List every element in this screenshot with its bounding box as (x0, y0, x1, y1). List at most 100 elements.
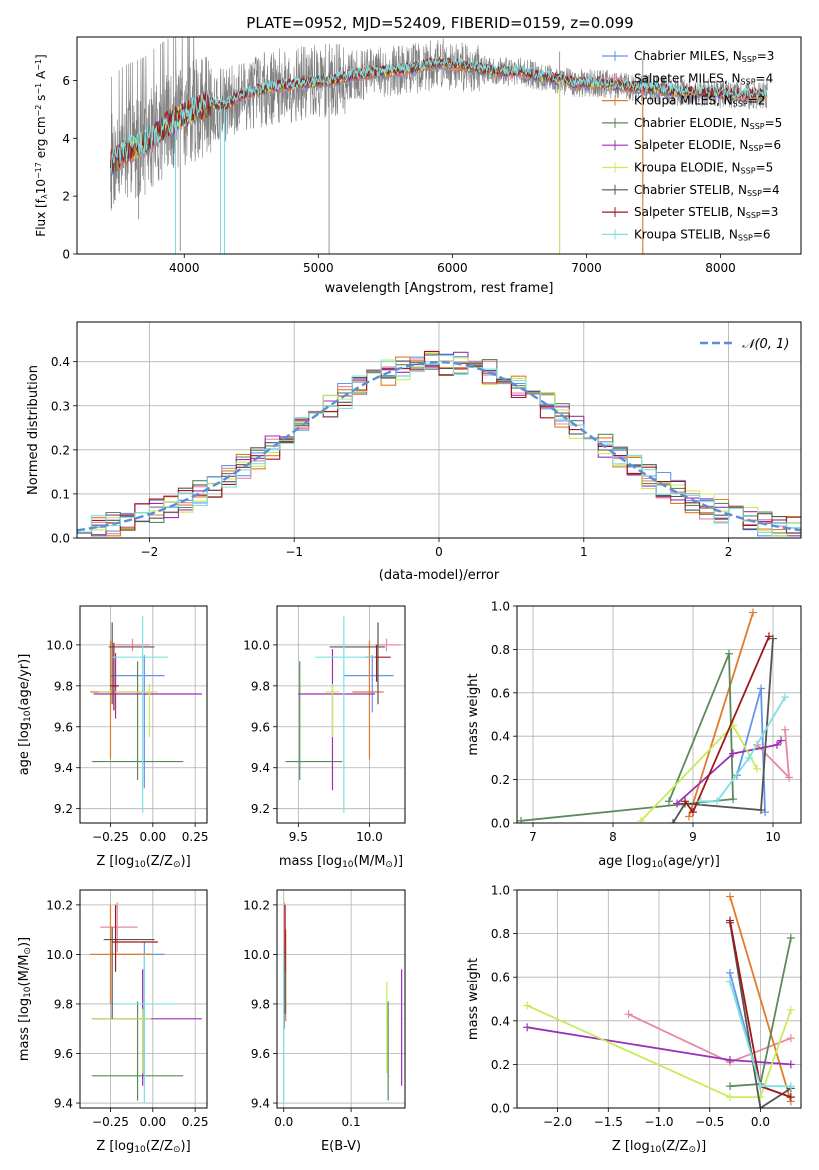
x-tick-label: 0.0 (751, 1115, 770, 1129)
x-tick-label: 7 (529, 830, 537, 844)
x-tick-label: −1 (285, 545, 303, 559)
y-tick-label: 9.2 (251, 802, 270, 816)
x-axis-label: E(B-V) (321, 1139, 361, 1154)
legend-label: Salpeter MILES, NSSP=4 (634, 71, 773, 86)
x-axis-label: mass [log10(M/M⊙)] (279, 854, 403, 870)
plot-area (90, 616, 202, 813)
axes-mass-vs-Z: −0.25 0.00 0.25 9.4 9.6 9.8 10.0 10.2 Z [log10(Z… (17, 889, 209, 1155)
weight-line (701, 696, 786, 803)
y-tick-label: 10.0 (46, 948, 73, 962)
weight-line (526, 1004, 792, 1098)
y-tick-label: 10.2 (243, 898, 270, 912)
x-tick-label: 8 (609, 830, 617, 844)
weight-line (729, 896, 792, 1102)
weight-line (688, 612, 754, 817)
y-tick-label: 9.8 (251, 679, 270, 693)
y-tick-label: 1.0 (491, 600, 510, 614)
axes-frame (276, 605, 406, 824)
x-tick-label: 10 (765, 830, 780, 844)
axes-age-vs-Z: −0.25 0.00 0.25 9.2 9.4 9.6 9.8 10.0 Z [log10(Z/… (17, 605, 209, 870)
y-tick-label: 0.4 (51, 355, 70, 369)
x-tick-label: 10.0 (356, 830, 383, 844)
y-tick-label: 0.4 (491, 730, 510, 744)
y-tick-label: 9.8 (54, 997, 73, 1011)
plot-area (77, 350, 801, 537)
axes-mass-vs-EBV: 0.0 0.1 9.4 9.6 9.8 10.0 10.2 E(B-V) (243, 889, 406, 1154)
plot-area (517, 608, 793, 823)
y-tick-label: 0.8 (491, 927, 510, 941)
x-tick-label: 2 (725, 545, 733, 559)
x-tick-label: −1.0 (644, 1115, 673, 1129)
y-axis-label: Normed distribution (26, 365, 41, 495)
y-tick-label: 10.0 (46, 638, 73, 652)
legend-label: Chabrier STELIB, NSSP=4 (634, 183, 780, 198)
axes-spectrum: 4000 5000 6000 7000 8000 0 2 4 6 wavelength [Angs… (34, 36, 802, 296)
y-tick-label: 1.0 (491, 884, 510, 898)
y-axis-label: mass [log10(M/M⊙)] (17, 937, 33, 1061)
y-axis-label: mass weight (466, 673, 481, 755)
x-axis-label: wavelength [Angstrom, rest frame] (325, 281, 554, 296)
x-tick-label: 1 (580, 545, 588, 559)
legend-label: Chabrier ELODIE, NSSP=5 (634, 116, 782, 131)
axes-residuals: −2 −1 0 1 2 0.0 0.1 0.2 0.3 0.4 (data-model)/error… (26, 321, 802, 583)
plot-area (283, 902, 403, 1104)
legend-label: Chabrier MILES, NSSP=3 (634, 49, 774, 64)
axes-frame (79, 605, 208, 824)
weight-line (672, 638, 774, 823)
spectrum-legend: Chabrier MILES, NSSP=3 Salpeter MILES, NS… (602, 49, 782, 242)
y-tick-label: 0.2 (51, 443, 70, 457)
y-tick-label: 0.4 (491, 1014, 510, 1028)
legend-label: 𝒩(0, 1) (742, 337, 789, 352)
x-tick-label: 5000 (303, 261, 334, 275)
x-tick-label: 0.0 (274, 1115, 293, 1129)
legend-label: Salpeter STELIB, NSSP=3 (634, 205, 778, 220)
axes-frame (79, 889, 208, 1109)
plots-group: 4000 5000 6000 7000 8000 0 2 4 6 wavelength [Angs… (17, 36, 802, 1155)
axes-frame (516, 605, 802, 824)
x-axis-label: age [log10(age/yr)] (598, 854, 720, 870)
x-tick-label: 4000 (169, 261, 200, 275)
axes-age-vs-mass: 9.5 10.0 9.2 9.4 9.6 9.8 10.0 mass [log10(M/M⊙)… (243, 605, 406, 870)
gaussian-curve (77, 360, 801, 532)
plot-area (285, 616, 401, 813)
x-tick-label: −2 (141, 545, 159, 559)
y-tick-label: 9.8 (251, 997, 270, 1011)
y-tick-label: 0 (62, 248, 70, 262)
axes-massweight-vs-Z: −2.0 −1.5 −1.0 −0.5 0.0 0.0 0.2 0.4 0.6 0.8 1.0 Z [… (466, 884, 802, 1155)
y-tick-label: 0.0 (51, 532, 70, 546)
y-axis-label: mass weight (466, 958, 481, 1040)
x-tick-label: −1.5 (594, 1115, 623, 1129)
x-tick-label: 6000 (437, 261, 468, 275)
y-tick-label: 0.8 (491, 643, 510, 657)
y-axis-label: age [log10(age/yr)] (17, 654, 33, 776)
histogram-step (77, 355, 801, 534)
plot-area (90, 902, 202, 1104)
y-tick-label: 0.1 (51, 487, 70, 501)
x-tick-label: 0.25 (182, 830, 209, 844)
y-tick-label: 9.6 (54, 720, 73, 734)
y-tick-label: 9.4 (54, 761, 73, 775)
legend-label: Kroupa MILES, NSSP=2 (634, 94, 765, 109)
y-tick-label: 9.6 (251, 1047, 270, 1061)
y-tick-label: 10.0 (243, 948, 270, 962)
axes-frame (76, 36, 802, 255)
y-axis-label: Flux [fλ10−17 erg cm−2 s−1 A−1] (34, 54, 50, 236)
x-tick-label: −2.0 (543, 1115, 572, 1129)
x-tick-label: 0.25 (182, 1115, 209, 1129)
x-tick-label: 0.1 (342, 1115, 361, 1129)
weight-line (520, 653, 734, 822)
y-tick-label: 9.4 (251, 1097, 270, 1111)
figure-title: PLATE=0952, MJD=52409, FIBERID=0159, z=0… (246, 14, 633, 32)
y-tick-label: 9.6 (251, 720, 270, 734)
x-axis-label: Z [log10(Z/Z⊙)] (96, 1139, 190, 1155)
y-tick-label: 9.4 (54, 1097, 73, 1111)
x-tick-label: −0.5 (695, 1115, 724, 1129)
plot-area (523, 892, 795, 1108)
axes-frame (276, 889, 406, 1109)
axes-massweight-vs-age: 7 8 9 10 0.0 0.2 0.4 0.6 0.8 1.0 age [log10(age/yr… (466, 600, 802, 870)
plot-area (110, 37, 768, 254)
y-tick-label: 0.6 (491, 971, 510, 985)
x-axis-label: Z [log10(Z/Z⊙)] (612, 1139, 706, 1155)
legend-label: Salpeter ELODIE, NSSP=6 (634, 138, 781, 153)
